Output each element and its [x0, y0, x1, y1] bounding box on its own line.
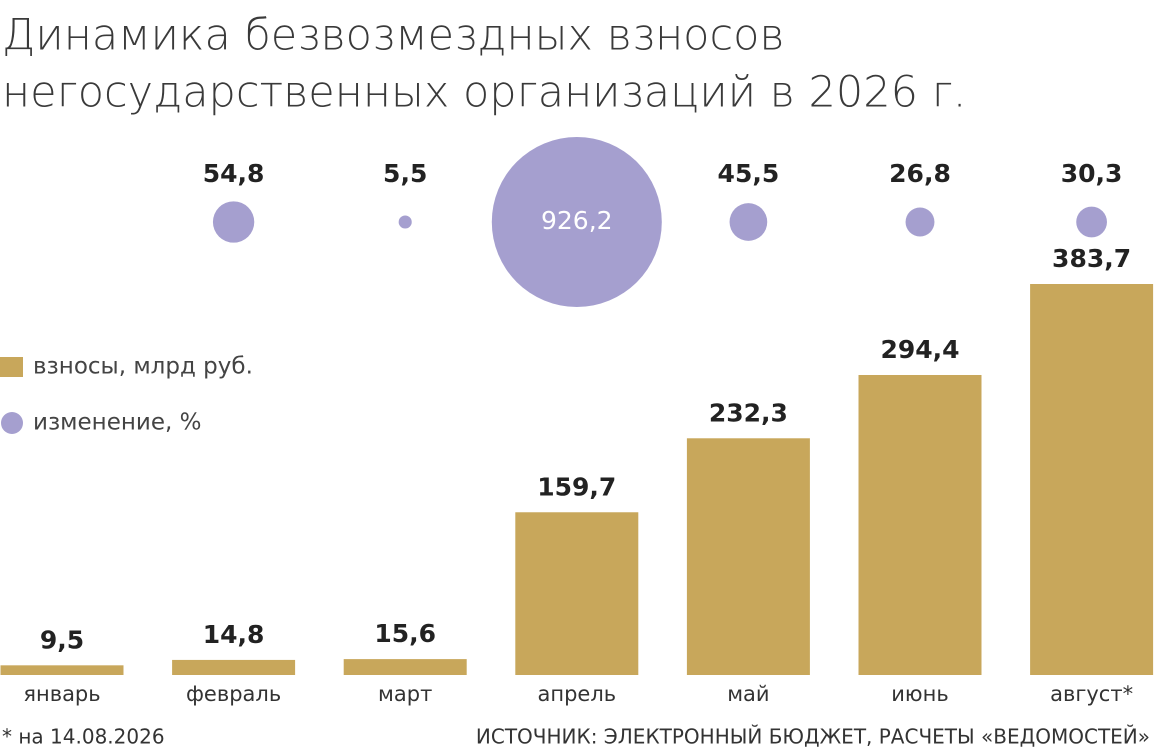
legend-label: изменение, % [33, 410, 201, 436]
bar [858, 374, 982, 675]
value-label: 926,2 [541, 206, 613, 235]
bubble [491, 137, 662, 307]
bubble [905, 207, 935, 237]
value-label: 383,7 [1052, 244, 1131, 273]
bar [343, 659, 467, 675]
bar [686, 438, 810, 675]
bar [172, 659, 296, 675]
legend-marker [0, 357, 23, 377]
bar [1030, 284, 1154, 675]
x-tick-label: апрель [537, 682, 616, 706]
x-tick-label: июнь [891, 682, 948, 706]
value-label: 30,3 [1061, 159, 1123, 188]
value-label: 15,6 [374, 619, 436, 648]
value-label: 294,4 [880, 335, 959, 364]
x-tick-label: февраль [186, 682, 281, 706]
value-label: 9,5 [40, 625, 84, 654]
legend-marker [1, 412, 23, 434]
value-label: 14,8 [203, 620, 265, 649]
footnote: * на 14.08.2026 [2, 725, 165, 749]
value-label: 232,3 [709, 398, 788, 427]
x-tick-label: март [378, 682, 432, 706]
value-label: 45,5 [718, 159, 780, 188]
bubble [729, 203, 768, 241]
chart-title: Динамика безвозмездных взносов [2, 11, 785, 61]
legend-label: взносы, млрд руб. [33, 354, 253, 380]
x-tick-label: май [727, 682, 769, 706]
bar [0, 665, 124, 675]
value-label: 54,8 [203, 159, 265, 188]
value-label: 159,7 [537, 472, 616, 501]
x-tick-label: январь [23, 682, 100, 706]
bubble [398, 215, 412, 229]
bubble [1076, 206, 1107, 238]
chart-title: негосударственных организаций в 2026 г. [2, 68, 966, 118]
source: ИСТОЧНИК: ЭЛЕКТРОННЫЙ БЮДЖЕТ, РАСЧЕТЫ «В… [476, 725, 1150, 749]
value-label: 5,5 [383, 159, 427, 188]
bubble [212, 201, 255, 243]
bar [515, 512, 639, 675]
x-tick-label: август* [1050, 682, 1133, 706]
value-label: 26,8 [889, 159, 951, 188]
